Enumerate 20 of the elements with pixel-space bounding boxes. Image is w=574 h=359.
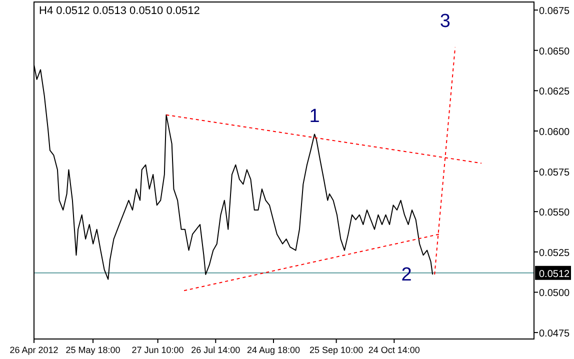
x-tick-label: 25 May 18:00 [66,345,120,355]
x-tick-label: 25 Sep 10:00 [310,345,364,355]
y-tick-label: 0.0650 [539,46,570,58]
x-tick-label: 26 Jul 14:00 [191,345,240,355]
y-tick-label: 0.0675 [539,6,570,18]
annotation: 3 [440,11,450,32]
x-tick-label: 24 Oct 14:00 [368,345,420,355]
y-tick-label: 0.0525 [539,248,570,259]
y-tick-label: 0.0625 [539,86,570,98]
y-tick-label: 0.0600 [539,126,570,138]
y-tick-label: 0.0500 [539,288,570,300]
y-tick-label: 0.0575 [539,167,570,178]
x-tick-label: 24 Aug 18:00 [246,345,300,355]
y-tick-label: 0.0550 [539,208,570,219]
ref-line-label: 0.0512 [539,268,570,280]
annotation: 1 [309,106,320,128]
x-tick-label: 27 Jun 10:00 [132,345,184,355]
x-tick-label: 26 Apr 2012 [10,345,58,355]
chart-title: H4 0.0512 0.0513 0.0510 0.0512 [39,5,200,17]
y-tick-label: 0.0475 [539,328,570,340]
